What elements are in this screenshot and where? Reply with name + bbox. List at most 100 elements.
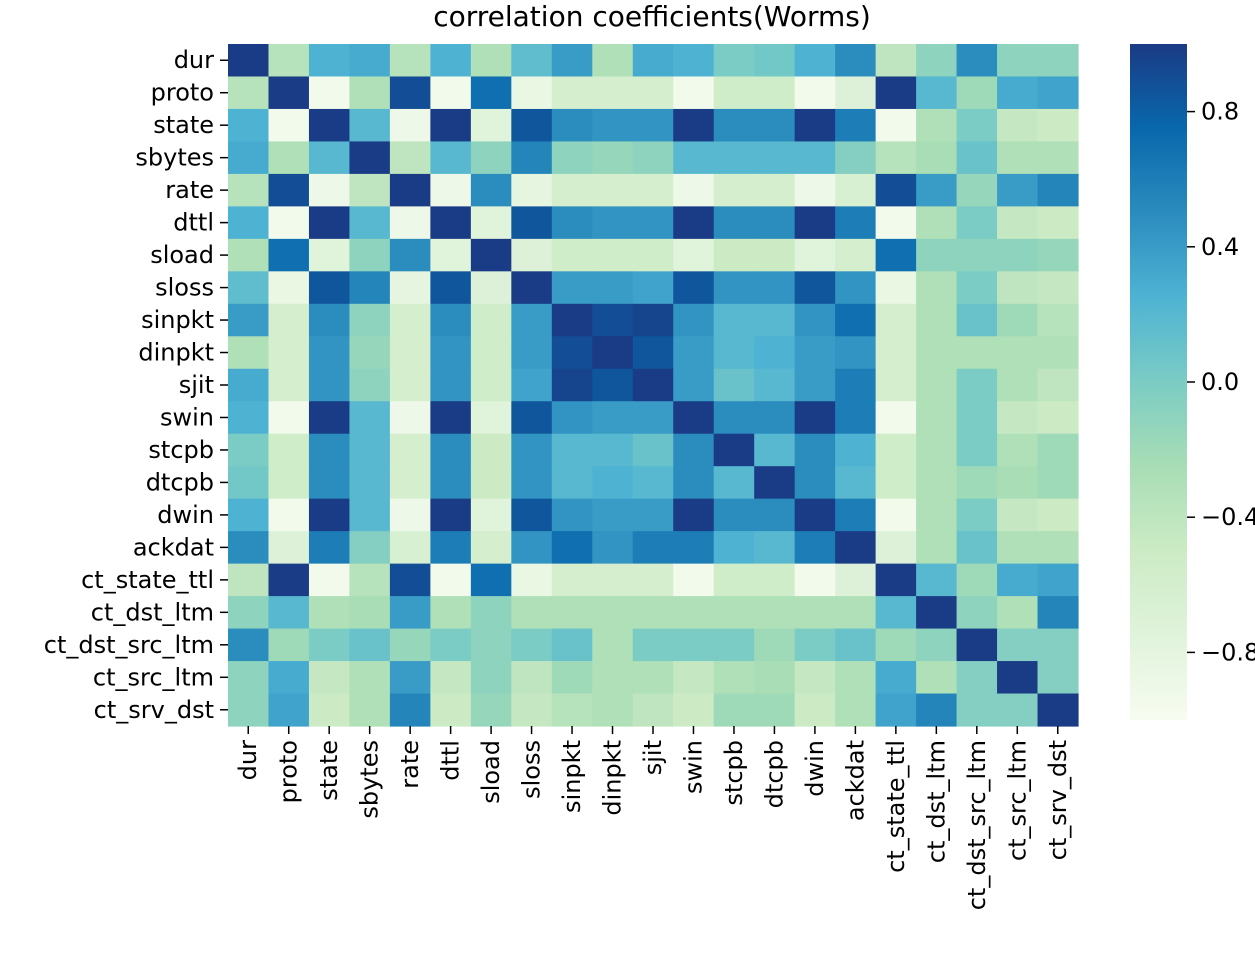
heatmap-cell	[470, 498, 512, 532]
heatmap-cell	[1037, 336, 1079, 370]
heatmap-cell	[470, 44, 512, 78]
heatmap-cell	[916, 401, 958, 435]
heatmap-cell	[430, 693, 472, 727]
heatmap-cell	[511, 141, 553, 175]
heatmap-cell	[551, 661, 593, 695]
heatmap-cell	[632, 531, 674, 565]
x-tick-label: sloss	[518, 740, 546, 799]
x-tick-label: stcpb	[720, 740, 748, 806]
heatmap-cell	[592, 466, 634, 500]
heatmap-cell	[794, 173, 836, 207]
heatmap-cell	[997, 661, 1039, 695]
heatmap-cell	[268, 44, 310, 78]
chart-title: correlation coefficients(Worms)	[433, 0, 871, 33]
heatmap-cell	[592, 336, 634, 370]
heatmap-cell	[875, 44, 917, 78]
y-tick-label: ct_state_ttl	[81, 566, 214, 594]
heatmap-cell	[349, 108, 391, 143]
heatmap-cell	[956, 628, 998, 662]
heatmap-cell	[916, 531, 958, 565]
heatmap-cell	[997, 433, 1039, 467]
heatmap-cell	[713, 433, 755, 467]
heatmap-cell	[268, 531, 310, 565]
heatmap-cell	[713, 336, 755, 370]
heatmap-cell	[268, 466, 310, 500]
heatmap-cell	[875, 336, 917, 370]
colorbar	[1130, 44, 1187, 720]
heatmap-cell	[308, 596, 351, 630]
heatmap-cell	[470, 368, 512, 402]
y-tick-label: ct_srv_dst	[94, 696, 214, 724]
heatmap-cell	[551, 238, 593, 272]
heatmap-cell	[1037, 76, 1079, 110]
x-tick-label: dinpkt	[599, 740, 627, 816]
heatmap-cell	[511, 238, 553, 272]
heatmap-cell	[389, 466, 431, 500]
colorbar-ticks: 0.8 0.4 0.0 −0.4 −0.8	[1187, 98, 1255, 666]
heatmap-cell	[470, 531, 512, 565]
heatmap-cell	[632, 433, 674, 467]
heatmap-cell	[632, 368, 674, 402]
heatmap-cell	[228, 271, 270, 305]
heatmap-cell	[916, 693, 958, 727]
heatmap-cell	[349, 563, 391, 597]
colorbar-tick-label: −0.8	[1201, 638, 1255, 666]
heatmap-cell	[632, 271, 674, 305]
heatmap-cell	[430, 661, 472, 695]
heatmap-cell	[916, 336, 958, 370]
heatmap-cell	[794, 271, 836, 305]
heatmap-cell	[713, 141, 755, 175]
heatmap-cell	[916, 498, 958, 532]
heatmap-cell	[389, 108, 431, 143]
heatmap-cell	[308, 531, 351, 565]
heatmap-cell	[754, 433, 796, 467]
heatmap-cell	[997, 498, 1039, 532]
heatmap-cell	[632, 563, 674, 597]
heatmap-cell	[470, 563, 512, 597]
x-tick-label: ct_state_ttl	[882, 740, 910, 873]
heatmap-cell	[632, 44, 674, 78]
heatmap-cell	[268, 336, 310, 370]
heatmap-cell	[632, 498, 674, 532]
heatmap-cell	[389, 661, 431, 695]
heatmap-cell	[470, 303, 512, 337]
heatmap-cell	[754, 596, 796, 630]
heatmap-cell	[713, 206, 755, 240]
heatmap-cell	[875, 401, 917, 435]
heatmap-cell	[430, 628, 472, 662]
heatmap-cell	[916, 368, 958, 402]
heatmap-cell	[349, 173, 391, 207]
heatmap-cell	[349, 206, 391, 240]
x-tick-label: dur	[234, 740, 262, 780]
heatmap-cell	[713, 661, 755, 695]
heatmap-cell	[349, 141, 391, 175]
heatmap-cell	[551, 563, 593, 597]
x-tick-label: ct_src_ltm	[1003, 740, 1031, 861]
heatmap-cell	[632, 628, 674, 662]
heatmap-cell	[875, 141, 917, 175]
y-tick-label: dwin	[157, 501, 214, 529]
heatmap-cell	[551, 206, 593, 240]
y-tick-label: dinpkt	[138, 339, 214, 367]
heatmap-cell	[430, 76, 472, 110]
heatmap-cell	[389, 336, 431, 370]
y-tick-label: ct_dst_src_ltm	[44, 631, 214, 659]
heatmap-cell	[754, 206, 796, 240]
heatmap-cell	[997, 336, 1039, 370]
heatmap-cell	[592, 108, 634, 143]
x-tick-label: ct_dst_src_ltm	[963, 740, 991, 910]
heatmap-cell	[551, 498, 593, 532]
heatmap-cell	[349, 401, 391, 435]
heatmap-cell	[875, 368, 917, 402]
heatmap-cell	[875, 628, 917, 662]
heatmap-cell	[1037, 531, 1079, 565]
heatmap-cell	[349, 303, 391, 337]
heatmap-cell	[349, 498, 391, 532]
heatmap-cell	[673, 303, 715, 337]
heatmap-cell	[470, 173, 512, 207]
heatmap-cell	[1037, 271, 1079, 305]
heatmap-cell	[794, 368, 836, 402]
heatmap-cell	[308, 141, 351, 175]
heatmap-cell	[835, 173, 877, 207]
heatmap-cell	[916, 44, 958, 78]
